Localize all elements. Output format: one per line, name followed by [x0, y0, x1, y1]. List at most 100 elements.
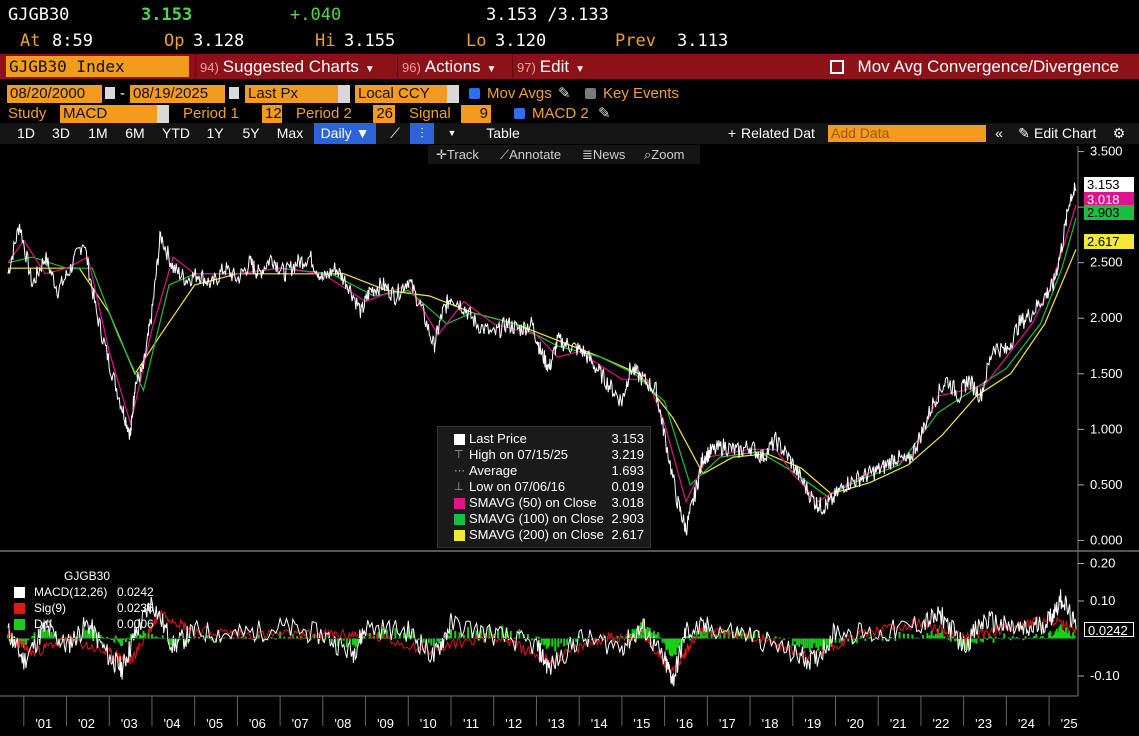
x-tick-label: '11	[463, 716, 479, 731]
gear-icon[interactable]: ⚙	[1112, 125, 1126, 141]
edit-chart-button[interactable]: Edit Chart	[1034, 125, 1097, 141]
legend-swatch	[454, 530, 465, 541]
add-data-input[interactable]: Add Data	[828, 125, 986, 142]
mov-avgs-label: Mov Avgs	[487, 85, 552, 102]
x-tick-label: '22	[932, 716, 949, 731]
menu-number: 96)	[402, 60, 421, 75]
bar-chart-icon[interactable]: ⫶	[410, 123, 434, 144]
period1-field[interactable]: 12	[262, 105, 282, 123]
table-button[interactable]: Table	[486, 125, 520, 141]
track-tool[interactable]: ✛ Track	[436, 147, 479, 162]
pencil-icon[interactable]: ✎	[558, 85, 571, 102]
range-1y[interactable]: 1Y	[206, 125, 224, 141]
x-tick-label: '01	[35, 716, 52, 731]
range-5y[interactable]: 5Y	[242, 125, 260, 141]
chart-grid	[0, 146, 1139, 697]
signal-field[interactable]: 9	[461, 105, 491, 123]
price-field-select[interactable]: Last Px	[245, 85, 350, 103]
quote-open-label: Op	[164, 31, 185, 51]
legend-row: SMAVG (200) on Close 2.617	[452, 527, 644, 543]
price-plot	[7, 181, 1077, 536]
x-tick-label: '14	[591, 716, 608, 731]
range-max[interactable]: Max	[276, 125, 304, 141]
legend-swatch	[14, 619, 25, 630]
x-tick-label: '16	[676, 716, 693, 731]
range-ytd[interactable]: YTD	[162, 125, 190, 141]
legend-row: SMAVG (50) on Close 3.018	[452, 495, 644, 511]
currency-select[interactable]: Local CCY	[355, 85, 459, 103]
legend-swatch	[454, 498, 465, 509]
line-chart-icon[interactable]: ⟋	[390, 125, 400, 141]
quote-prev-label: Prev	[615, 31, 656, 51]
x-tick-label: '06	[249, 716, 266, 731]
menu-number: 97)	[517, 60, 536, 75]
calendar-icon[interactable]	[229, 87, 239, 99]
news-tool[interactable]: ≣ News	[582, 147, 626, 162]
mov-avgs-checkbox[interactable]	[469, 88, 480, 99]
caret-down-icon: ▼	[486, 64, 497, 75]
suggested-charts-menu[interactable]: 94) Suggested Charts ▼	[195, 54, 397, 79]
range-6m[interactable]: 6M	[125, 125, 145, 141]
legend-label: SMAVG (200) on Close	[469, 527, 604, 542]
menu-label: Actions	[424, 57, 481, 76]
price-tick-label: 0.500	[1090, 477, 1123, 492]
actions-menu[interactable]: 96) Actions ▼	[397, 54, 512, 79]
study-select[interactable]: MACD	[60, 105, 169, 123]
x-tick-label: '03	[121, 716, 138, 731]
quote-open: 3.128	[193, 31, 245, 51]
legend-value: 0.0242	[117, 585, 154, 599]
frequency-select[interactable]: Daily ▼	[314, 123, 376, 144]
study-title-link[interactable]: Mov Avg Convergence/Divergence	[829, 54, 1119, 79]
legend-row: Last Price 3.153	[452, 431, 644, 447]
period2-field[interactable]: 26	[373, 105, 395, 123]
macd-tick-label: 0.10	[1090, 593, 1115, 608]
range-3d[interactable]: 3D	[52, 125, 70, 141]
high-marker-icon: ⊤	[454, 449, 464, 461]
pencil-icon[interactable]: ✎	[1018, 125, 1030, 141]
zoom-tool[interactable]: ⌕ Zoom	[644, 147, 685, 162]
macd2-checkbox[interactable]	[514, 108, 525, 119]
end-date-field[interactable]: 08/19/2025	[130, 85, 225, 103]
annotate-tool[interactable]: ⟋ Annotate	[500, 147, 562, 162]
study-title: Mov Avg Convergence/Divergence	[857, 57, 1119, 76]
x-tick-label: '10	[420, 716, 437, 731]
security-field[interactable]: GJGB30 Index	[6, 56, 189, 77]
study-label: Study	[8, 105, 47, 122]
sma100-tag: 2.903	[1084, 205, 1134, 220]
legend-label: Diff	[34, 617, 52, 631]
range-1d[interactable]: 1D	[17, 125, 35, 141]
legend-label: Last Price	[469, 431, 527, 446]
plus-icon[interactable]: +	[727, 125, 737, 141]
related-data-button[interactable]: Related Dat	[741, 125, 815, 141]
x-axis: '01 '02 '03 '04 '05 '06 '07 '08 '09 '10 '11 '12 '13 '…	[23, 696, 1078, 731]
caret-down-icon: ▼	[575, 64, 585, 75]
legend-value: 0.0006	[117, 617, 154, 631]
start-date-field[interactable]: 08/20/2000	[7, 85, 102, 103]
legend-label: High on 07/15/25	[469, 447, 569, 462]
macd-axis: 0.20 0.10 -0.10	[8, 556, 1120, 683]
low-marker-icon: ⊥	[454, 481, 464, 493]
x-tick-label: '08	[334, 716, 351, 731]
sma50-tag: 3.018	[1084, 192, 1134, 207]
x-tick-label: '05	[206, 716, 223, 731]
date-separator: -	[120, 85, 125, 102]
quote-low: 3.120	[495, 31, 547, 51]
legend-swatch	[454, 514, 465, 525]
collapse-icon[interactable]: «	[995, 125, 1003, 141]
legend-value: 0.019	[611, 479, 644, 494]
chart-canvas[interactable]: 3.5003.0002.5002.0001.5001.0000.5000.000…	[0, 146, 1139, 736]
price-legend: Last Price 3.153 ⊤ High on 07/15/25 3.219 ⋯…	[437, 426, 651, 548]
pencil-icon[interactable]: ✎	[598, 105, 611, 122]
x-tick-label: '20	[847, 716, 864, 731]
range-1m[interactable]: 1M	[88, 125, 108, 141]
edit-menu[interactable]: 97) Edit ▼	[512, 54, 600, 79]
calendar-icon[interactable]	[105, 87, 115, 99]
x-tick-label: '21	[890, 716, 907, 731]
key-events-label: Key Events	[603, 85, 679, 102]
quote-low-label: Lo	[466, 31, 487, 51]
x-tick-label: '12	[505, 716, 522, 731]
legend-value: 1.693	[611, 463, 644, 478]
chart-type-caret-icon[interactable]: ▼	[447, 128, 457, 138]
x-tick-label: '15	[633, 716, 650, 731]
key-events-checkbox[interactable]	[585, 88, 596, 99]
